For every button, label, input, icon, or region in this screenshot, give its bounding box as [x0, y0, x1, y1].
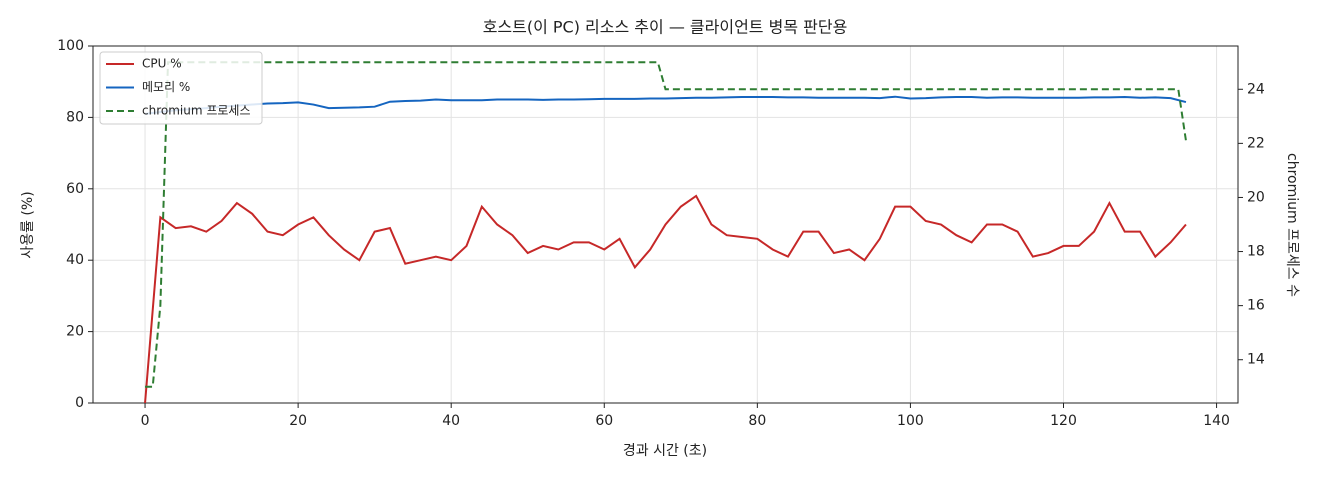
y-tick-label: 100: [57, 38, 84, 54]
series-line: [144, 95, 1187, 115]
legend-label: chromium 프로세스: [142, 104, 251, 118]
y2-tick-label: 18: [1247, 244, 1265, 260]
y2-tick-label: 22: [1247, 135, 1265, 151]
y2-tick-label: 14: [1247, 352, 1265, 368]
x-tick-label: 120: [1050, 413, 1077, 429]
y-tick-label: 0: [75, 395, 84, 411]
y2-tick-label: 20: [1247, 189, 1265, 205]
x-tick-label: 140: [1203, 413, 1230, 429]
x-tick-label: 60: [595, 413, 613, 429]
x-axis-label: 경과 시간 (초): [623, 443, 707, 459]
legend-label: CPU %: [142, 57, 182, 71]
legend-label: 메모리 %: [142, 80, 190, 94]
series-line: [145, 61, 1187, 388]
x-tick-label: 0: [141, 413, 150, 429]
y-tick-label: 60: [66, 181, 84, 197]
y2-tick-label: 16: [1247, 298, 1265, 314]
x-tick-label: 20: [289, 413, 307, 429]
y-tick-label: 40: [66, 252, 84, 268]
x-tick-label: 100: [897, 413, 924, 429]
plot-frame: [92, 45, 1239, 404]
y-tick-label: 80: [66, 109, 84, 125]
series-line: [144, 194, 1187, 404]
y2-tick-label: 24: [1247, 81, 1265, 97]
y-tick-label: 20: [66, 324, 84, 340]
y2-axis-label: chromium 프로세스 수: [1284, 153, 1300, 297]
legend-box: [99, 51, 263, 125]
chart-title: 호스트(이 PC) 리소스 추이 — 클라이언트 병목 판단용: [483, 18, 848, 37]
x-tick-label: 80: [748, 413, 766, 429]
x-tick-label: 40: [442, 413, 460, 429]
y-axis-label: 사용률 (%): [20, 191, 36, 258]
